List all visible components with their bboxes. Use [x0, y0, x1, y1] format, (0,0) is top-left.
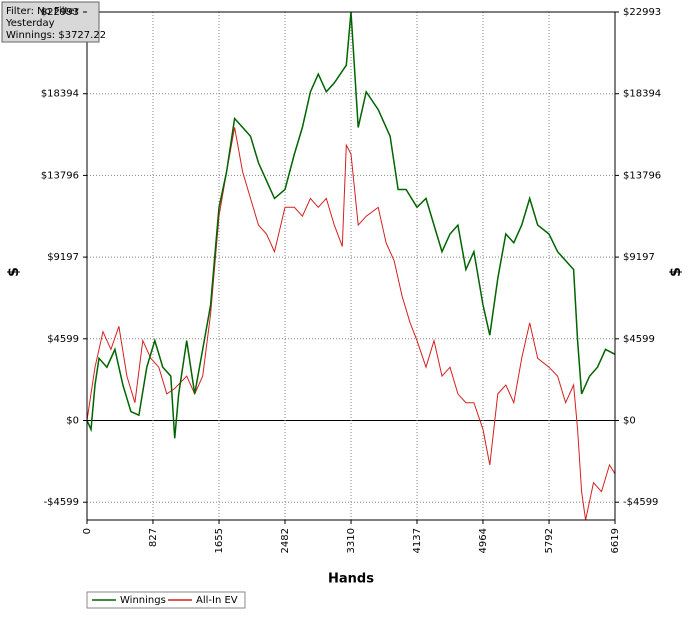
x-tick-label: 5792	[544, 528, 555, 553]
legend-label: All-In EV	[196, 595, 238, 606]
x-tick-label: 827	[148, 528, 159, 547]
y-tick-label: $22993	[41, 7, 79, 18]
series-line	[86, 11, 616, 439]
y2-tick-label: $0	[623, 416, 636, 427]
y-tick-label: $18394	[41, 89, 79, 100]
x-tick-label: 3310	[346, 528, 357, 553]
y2-tick-label: $4599	[623, 334, 655, 345]
x-tick-label: 4137	[412, 528, 423, 553]
legend-label: Winnings	[120, 595, 166, 606]
x-tick-label: 0	[82, 528, 93, 534]
y-tick-label: $4599	[47, 334, 79, 345]
series-line	[86, 127, 616, 521]
y-tick-label: $9197	[47, 252, 79, 263]
x-axis-label: Hands	[328, 572, 374, 587]
y2-tick-label: -$4599	[623, 497, 658, 508]
filter-line: Yesterday	[5, 18, 55, 29]
y-tick-label: $0	[66, 416, 79, 427]
x-tick-label: 6619	[610, 528, 621, 553]
y-axis-label: $	[6, 267, 22, 277]
y2-tick-label: $18394	[623, 89, 661, 100]
y2-axis-label: $	[668, 267, 684, 277]
x-tick-label: 1655	[214, 528, 225, 553]
y2-tick-label: $13796	[623, 170, 661, 181]
y2-tick-label: $22993	[623, 7, 661, 18]
y-tick-label: $13796	[41, 170, 79, 181]
y-tick-label: -$4599	[44, 497, 79, 508]
filter-line: Filter: No Filter	[6, 6, 80, 17]
legend	[86, 591, 246, 609]
y2-tick-label: $9197	[623, 252, 655, 263]
x-tick-label: 2482	[280, 528, 291, 553]
x-tick-label: 4964	[478, 528, 489, 553]
filter-line: Winnings: $3727.22	[6, 30, 106, 41]
filter-box	[1, 1, 100, 43]
